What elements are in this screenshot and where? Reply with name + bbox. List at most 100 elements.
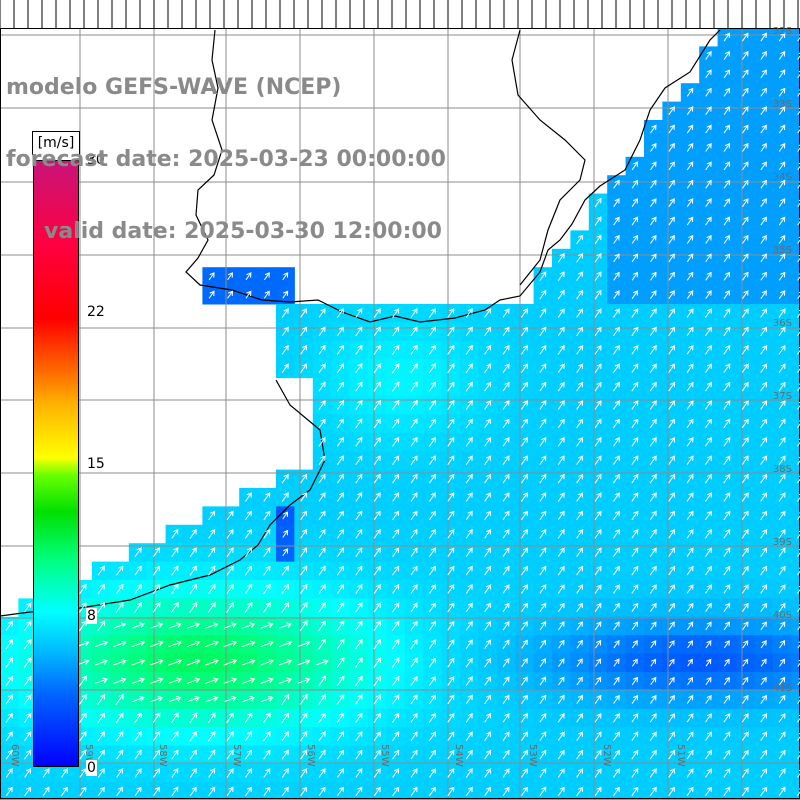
- wind-arrow-head: [559, 308, 565, 314]
- wind-arrow: [723, 621, 730, 631]
- wind-arrow: [778, 787, 786, 797]
- wind-arrow-head: [725, 694, 731, 701]
- wind-arrow-head: [176, 677, 182, 683]
- wind-arrow-head: [449, 565, 455, 572]
- wind-arrow-head: [338, 528, 344, 535]
- wind-arrow: [760, 69, 767, 79]
- wind-arrow-head: [762, 547, 768, 553]
- wind-arrow: [686, 327, 694, 337]
- wind-arrow: [741, 492, 749, 502]
- wind-arrow: [521, 511, 528, 521]
- wind-arrow-head: [670, 455, 676, 461]
- wind-arrow: [263, 731, 271, 742]
- wind-arrow-head: [118, 731, 124, 737]
- wind-arrow: [502, 750, 510, 760]
- wind-arrow: [778, 51, 786, 60]
- wind-arrow-head: [725, 400, 731, 406]
- wind-arrow: [521, 474, 528, 484]
- wind-arrow: [576, 750, 583, 760]
- wind-arrow: [465, 566, 473, 576]
- wind-arrow-head: [670, 344, 676, 351]
- wind-arrow-head: [706, 731, 712, 737]
- wind-arrow: [373, 418, 381, 429]
- wind-arrow: [557, 363, 565, 373]
- wind-arrow: [539, 529, 547, 539]
- wind-arrow: [797, 607, 800, 613]
- wind-arrow-head: [467, 418, 473, 425]
- wind-arrow: [631, 768, 639, 778]
- wind-arrow: [391, 381, 400, 392]
- wind-arrow-head: [227, 290, 234, 297]
- wind-arrow: [484, 363, 492, 374]
- coastline-south-path: [0, 379, 326, 617]
- wind-arrow-head: [118, 749, 124, 756]
- wind-arrow-head: [559, 602, 565, 609]
- wind-arrow-head: [375, 528, 381, 535]
- wind-arrow-head: [596, 639, 602, 646]
- wind-arrow: [741, 713, 749, 723]
- wind-arrow-head: [706, 142, 712, 149]
- wind-arrow-head: [504, 492, 510, 498]
- wind-arrow-head: [357, 712, 363, 719]
- wind-arrow: [226, 602, 234, 613]
- wind-arrow: [576, 584, 583, 594]
- wind-arrow: [668, 713, 675, 723]
- wind-arrow-head: [522, 510, 528, 517]
- wind-arrow-head: [136, 749, 142, 756]
- wind-arrow: [778, 253, 786, 263]
- wind-arrow-head: [394, 749, 400, 756]
- wind-arrow: [502, 695, 510, 705]
- wind-arrow-head: [7, 638, 13, 645]
- wind-arrow: [336, 400, 344, 410]
- wind-arrow: [557, 713, 565, 723]
- wind-arrow-head: [449, 308, 455, 314]
- wind-arrow-head: [743, 87, 749, 94]
- wind-arrow-head: [651, 161, 657, 167]
- wind-arrow: [282, 530, 289, 538]
- wind-arrow: [539, 419, 547, 429]
- wind-arrow-head: [632, 253, 639, 259]
- wind-arrow: [649, 713, 657, 723]
- wind-arrow-head: [265, 768, 271, 774]
- wind-arrow: [152, 566, 160, 576]
- wind-arrow: [189, 750, 197, 760]
- wind-arrow: [797, 772, 800, 778]
- wind-arrow-head: [706, 786, 712, 793]
- wind-arrow: [686, 437, 694, 447]
- wind-arrow: [447, 731, 455, 741]
- wind-arrow-head: [725, 473, 731, 480]
- wind-arrow-head: [578, 418, 584, 425]
- wind-arrow: [686, 713, 694, 723]
- wind-arrow-head: [118, 712, 124, 718]
- wind-arrow-head: [265, 712, 271, 718]
- wind-arrow-head: [559, 749, 565, 756]
- wind-arrow-head: [633, 400, 639, 406]
- wind-arrow: [797, 294, 800, 299]
- wind-arrow: [668, 566, 675, 576]
- wind-arrow-head: [578, 289, 584, 296]
- wind-arrow-head: [212, 695, 219, 702]
- wind-arrow: [594, 768, 602, 778]
- wind-arrow: [760, 584, 767, 594]
- wind-arrow-head: [724, 32, 731, 39]
- wind-arrow-head: [633, 602, 639, 609]
- wind-arrow: [186, 641, 200, 648]
- wind-arrow: [521, 308, 528, 318]
- wind-arrow: [741, 474, 749, 484]
- wind-arrow: [24, 768, 32, 778]
- wind-arrow: [631, 566, 639, 576]
- wind-arrow-head: [228, 768, 234, 774]
- wind-arrow: [484, 768, 491, 778]
- wind-arrow-head: [375, 731, 381, 737]
- wind-arrow: [410, 676, 418, 686]
- wind-arrow-head: [155, 731, 161, 737]
- wind-arrow: [797, 680, 800, 686]
- wind-arrow-head: [394, 547, 400, 553]
- wind-arrow: [742, 88, 749, 97]
- wind-arrow-head: [504, 547, 510, 553]
- wind-arrow: [373, 657, 381, 668]
- wind-arrows: [5, 32, 800, 797]
- wind-arrow-head: [228, 565, 234, 572]
- wind-arrow: [300, 363, 308, 373]
- wind-arrow: [521, 750, 528, 760]
